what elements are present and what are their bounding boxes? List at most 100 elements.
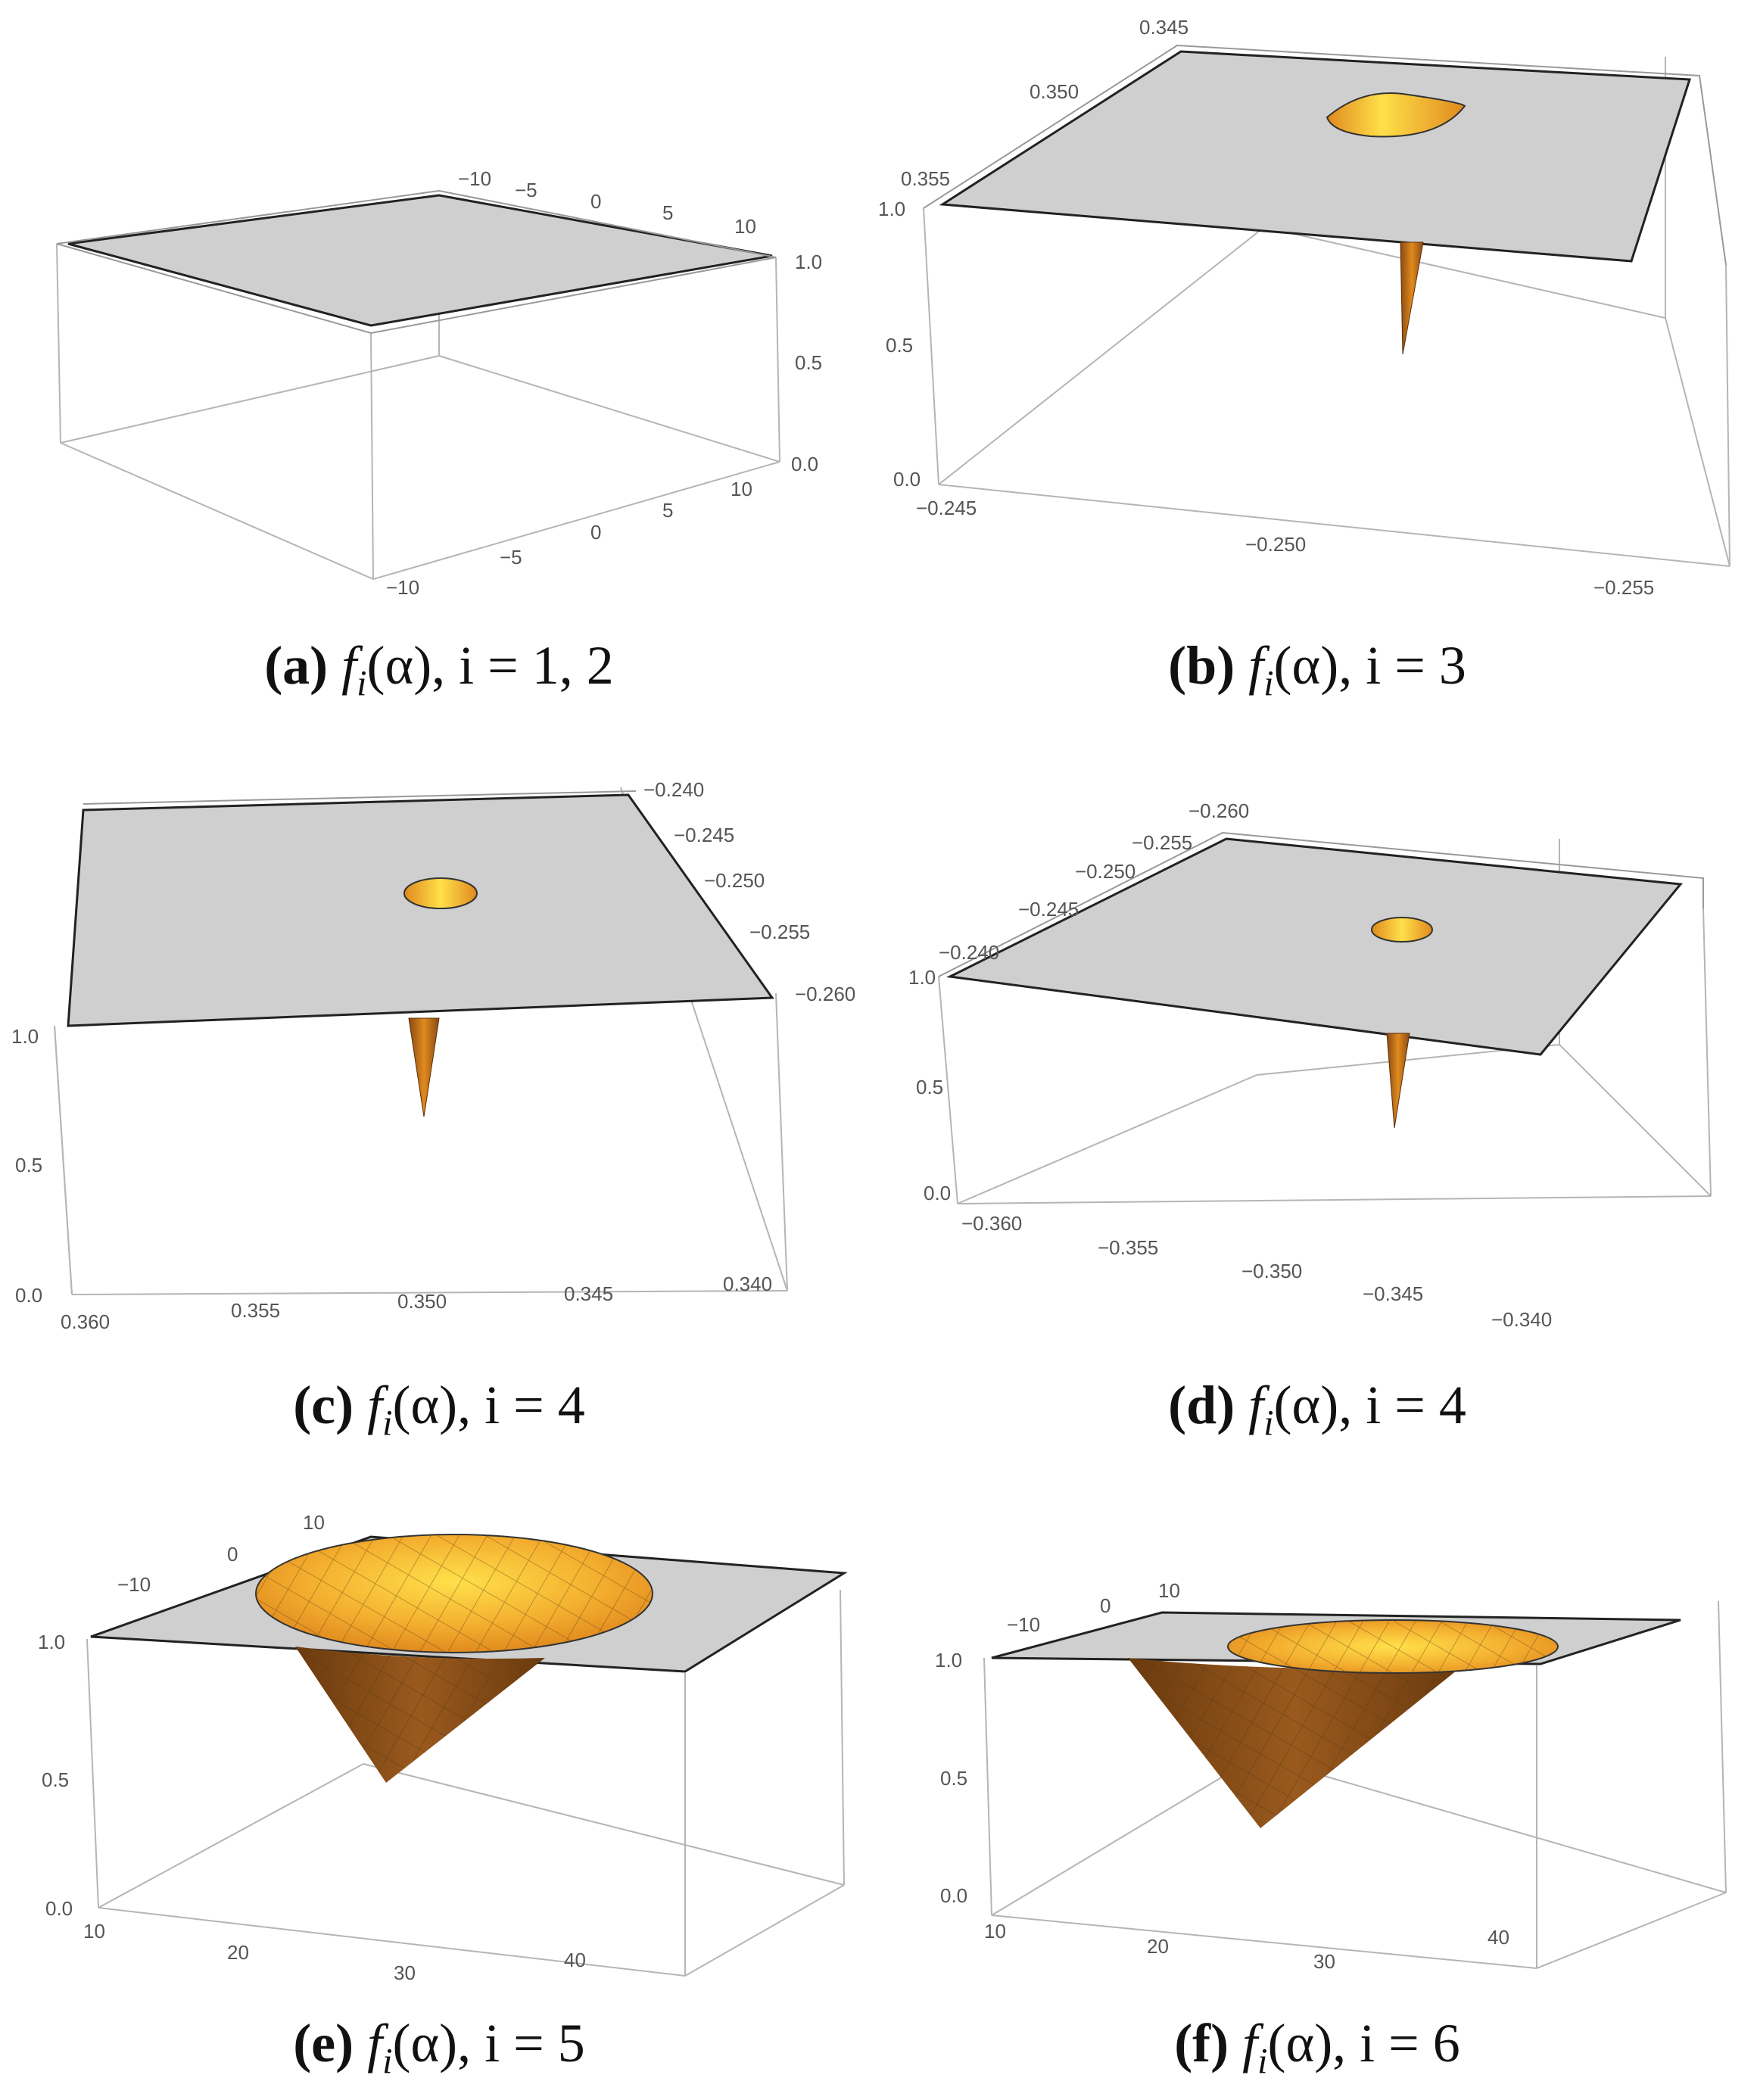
- front-axis-tick: 20: [1147, 1935, 1169, 1958]
- panel-f: 10 0 −10 1.0 0.5 0.0 10 20 30 40: [878, 1506, 1757, 1987]
- front-axis-tick: 0.340: [723, 1273, 772, 1295]
- surface-hole: [1371, 917, 1433, 943]
- surface-spike: [1386, 1033, 1410, 1129]
- plot-e: 10 0 −10 1.0 0.5 0.0 10 20 30 40: [38, 1511, 848, 1984]
- caption-subscript: i: [382, 1403, 393, 1444]
- front-axis-tick: 0: [590, 521, 601, 544]
- front-axis-tick: 0.355: [231, 1299, 280, 1322]
- plot-d: −0.260 −0.255 −0.250 −0.245 −0.240 1.0 0…: [908, 799, 1712, 1331]
- panel-d: −0.260 −0.255 −0.250 −0.245 −0.240 1.0 0…: [878, 757, 1757, 1351]
- back-axis-tick: 10: [734, 215, 756, 238]
- panel-b: 0.345 0.350 0.355 1.0 0.5 0.0 −0.245 −0.…: [878, 0, 1757, 609]
- left-axis-tick: 10: [1158, 1579, 1180, 1602]
- caption-subscript: i: [1263, 1403, 1274, 1444]
- front-axis-tick: −0.255: [1593, 576, 1654, 599]
- plot-a: −10 −5 0 5 10 1.0 0.5 0.0 −10 −5 0 5 10: [56, 167, 822, 599]
- surface-hole: [403, 877, 478, 909]
- front-axis-tick: 30: [394, 1961, 416, 1983]
- front-axis-tick: −10: [386, 576, 419, 599]
- back-axis-tick: 0: [590, 190, 601, 213]
- back-axis-tick: −10: [458, 167, 491, 190]
- surface-spike: [1400, 241, 1424, 355]
- front-axis-tick: −0.360: [961, 1212, 1022, 1235]
- z-axis-tick: 1.0: [38, 1631, 65, 1653]
- front-axis-tick: 0.345: [564, 1282, 613, 1305]
- left-axis-tick: −0.250: [1075, 860, 1136, 883]
- left-axis-tick: −0.255: [1132, 831, 1192, 854]
- caption-e: (e) fi(α), i = 5: [0, 2012, 878, 2082]
- flat-plane: [67, 793, 774, 1027]
- bounding-box: [983, 1600, 1727, 1969]
- z-axis-tick: 0.0: [924, 1182, 951, 1204]
- right-axis-tick: −0.245: [674, 824, 734, 846]
- caption-text: (α), i = 5: [392, 2013, 585, 2074]
- left-axis-tick: 0.345: [1139, 16, 1188, 39]
- caption-function: f: [1242, 2013, 1258, 2074]
- caption-function: f: [1248, 635, 1264, 696]
- panel-a: −10 −5 0 5 10 1.0 0.5 0.0 −10 −5 0 5 10: [0, 0, 878, 609]
- caption-subscript: i: [1263, 663, 1274, 704]
- right-axis-tick: −0.260: [795, 983, 855, 1005]
- left-axis-tick: 0.350: [1030, 80, 1079, 103]
- caption-function: f: [367, 1375, 383, 1435]
- caption-label: (a): [264, 635, 329, 696]
- caption-label: (b): [1168, 635, 1235, 696]
- plot-f: 10 0 −10 1.0 0.5 0.0 10 20 30 40: [935, 1579, 1727, 1973]
- z-axis-tick: 0.5: [42, 1768, 69, 1791]
- front-axis-tick: −5: [500, 546, 522, 569]
- caption-text: (α), i = 4: [392, 1375, 585, 1435]
- z-axis-tick: 0.0: [893, 468, 921, 491]
- z-axis-tick: 0.0: [15, 1284, 42, 1307]
- left-axis-tick: −0.245: [1018, 898, 1079, 921]
- caption-d: (d) fi(α), i = 4: [878, 1374, 1756, 1444]
- caption-label: (d): [1168, 1375, 1235, 1435]
- caption-function: f: [1248, 1375, 1264, 1435]
- z-axis-tick: 1.0: [878, 198, 905, 220]
- z-axis-tick: 0.5: [916, 1076, 943, 1098]
- right-axis-tick: −0.255: [749, 921, 810, 943]
- left-axis-tick: −0.260: [1188, 799, 1249, 822]
- front-axis-tick: 0.360: [61, 1310, 110, 1333]
- z-axis-tick: 1.0: [11, 1025, 39, 1048]
- right-axis-tick: −0.240: [643, 778, 704, 801]
- z-axis-tick: 1.0: [795, 251, 822, 273]
- left-axis-tick: 0: [1100, 1594, 1111, 1617]
- z-axis-tick: 1.0: [908, 966, 936, 989]
- surface-hole: [1326, 92, 1466, 138]
- caption-subscript: i: [1257, 2041, 1268, 2082]
- caption-label: (c): [293, 1375, 354, 1435]
- panel-c: −0.240 −0.245 −0.250 −0.255 −0.260 1.0 0…: [0, 757, 878, 1351]
- front-axis-tick: −0.355: [1098, 1236, 1158, 1259]
- front-axis-tick: 10: [731, 478, 752, 500]
- plot-c: −0.240 −0.245 −0.250 −0.255 −0.260 1.0 0…: [11, 778, 855, 1333]
- left-axis-tick: 0.355: [901, 167, 950, 190]
- front-axis-tick: 40: [564, 1949, 586, 1971]
- front-axis-tick: 5: [662, 499, 673, 522]
- caption-f: (f) fi(α), i = 6: [878, 2012, 1756, 2082]
- front-axis-tick: 40: [1488, 1926, 1509, 1949]
- caption-subscript: i: [357, 663, 367, 704]
- front-axis-tick: −0.340: [1491, 1308, 1552, 1331]
- z-axis-tick: 0.0: [791, 453, 818, 475]
- z-axis-tick: 0.5: [940, 1767, 967, 1790]
- left-axis-tick: 0: [227, 1543, 238, 1566]
- z-axis-tick: 0.0: [45, 1897, 73, 1920]
- left-axis-tick: 10: [303, 1511, 325, 1534]
- right-axis-tick: −0.250: [704, 869, 765, 892]
- caption-label: (e): [293, 2013, 354, 2074]
- caption-function: f: [341, 635, 357, 696]
- front-axis-tick: 10: [83, 1920, 105, 1943]
- caption-function: f: [367, 2013, 383, 2074]
- z-axis-tick: 0.5: [15, 1154, 42, 1176]
- left-axis-tick: −10: [117, 1573, 151, 1596]
- caption-text: (α), i = 4: [1273, 1375, 1466, 1435]
- z-axis-tick: 1.0: [935, 1649, 962, 1672]
- front-axis-tick: −0.350: [1241, 1260, 1302, 1282]
- caption-text: (α), i = 3: [1273, 635, 1466, 696]
- surface-spike: [408, 1017, 440, 1117]
- panel-e: 10 0 −10 1.0 0.5 0.0 10 20 30 40: [0, 1506, 878, 1987]
- front-axis-tick: −0.250: [1245, 533, 1306, 556]
- front-axis-tick: 20: [227, 1941, 249, 1964]
- z-axis-tick: 0.0: [940, 1884, 967, 1907]
- front-axis-tick: −0.245: [916, 497, 977, 519]
